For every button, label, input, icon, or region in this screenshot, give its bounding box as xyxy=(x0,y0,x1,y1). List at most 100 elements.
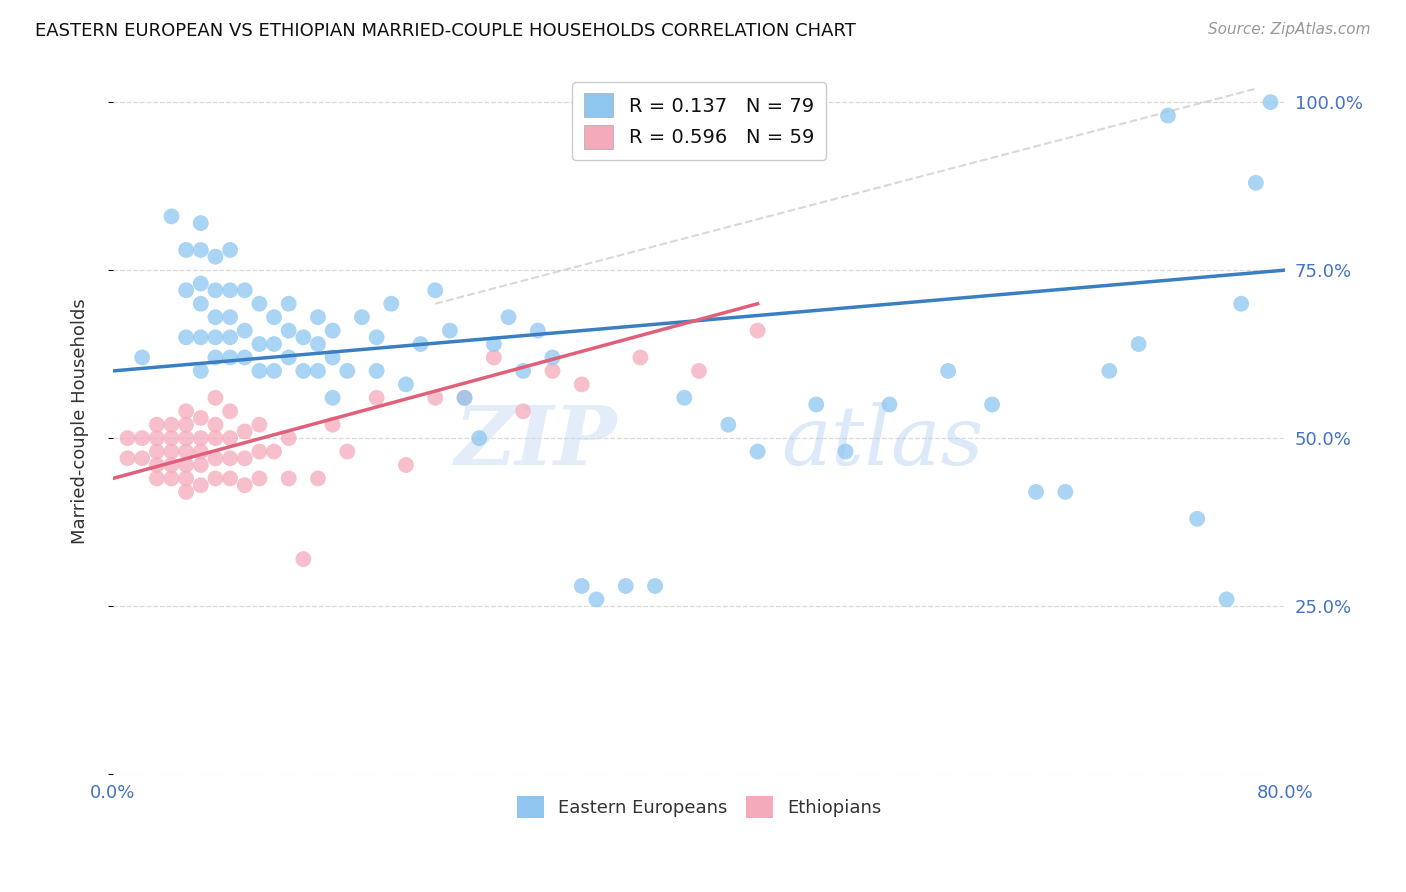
Point xyxy=(307,337,329,351)
Point xyxy=(146,431,169,445)
Point xyxy=(673,391,696,405)
Point xyxy=(1244,176,1267,190)
Point xyxy=(263,310,285,325)
Point xyxy=(190,431,212,445)
Point xyxy=(292,552,315,566)
Point xyxy=(527,324,550,338)
Point xyxy=(1187,512,1209,526)
Point xyxy=(190,411,212,425)
Point xyxy=(146,471,169,485)
Point xyxy=(219,351,242,365)
Point xyxy=(366,391,388,405)
Text: EASTERN EUROPEAN VS ETHIOPIAN MARRIED-COUPLE HOUSEHOLDS CORRELATION CHART: EASTERN EUROPEAN VS ETHIOPIAN MARRIED-CO… xyxy=(35,22,856,40)
Point xyxy=(160,458,183,472)
Point xyxy=(482,337,505,351)
Point xyxy=(219,451,242,466)
Y-axis label: Married-couple Households: Married-couple Households xyxy=(72,299,89,544)
Point xyxy=(482,351,505,365)
Point xyxy=(322,324,344,338)
Point xyxy=(204,330,226,344)
Point xyxy=(263,444,285,458)
Point xyxy=(204,250,226,264)
Point xyxy=(131,351,153,365)
Point xyxy=(322,417,344,432)
Point xyxy=(322,351,344,365)
Point xyxy=(160,210,183,224)
Point xyxy=(277,431,299,445)
Point xyxy=(219,404,242,418)
Point xyxy=(277,324,299,338)
Point xyxy=(498,310,520,325)
Point xyxy=(131,451,153,466)
Point xyxy=(174,417,197,432)
Point xyxy=(174,444,197,458)
Point xyxy=(439,324,461,338)
Point xyxy=(1260,95,1282,109)
Point xyxy=(425,391,447,405)
Point xyxy=(277,351,299,365)
Point xyxy=(1054,484,1077,499)
Point xyxy=(247,471,270,485)
Point xyxy=(174,283,197,297)
Point xyxy=(307,310,329,325)
Point xyxy=(233,351,256,365)
Point xyxy=(512,404,534,418)
Point xyxy=(117,451,139,466)
Point xyxy=(247,296,270,310)
Point xyxy=(190,458,212,472)
Point xyxy=(292,364,315,378)
Point xyxy=(204,310,226,325)
Point xyxy=(174,404,197,418)
Point xyxy=(174,471,197,485)
Point xyxy=(219,310,242,325)
Point xyxy=(644,579,666,593)
Point xyxy=(409,337,432,351)
Point xyxy=(190,296,212,310)
Point xyxy=(204,283,226,297)
Point xyxy=(131,431,153,445)
Point xyxy=(263,364,285,378)
Point xyxy=(233,478,256,492)
Point xyxy=(190,330,212,344)
Point xyxy=(146,417,169,432)
Legend: Eastern Europeans, Ethiopians: Eastern Europeans, Ethiopians xyxy=(509,789,889,825)
Point xyxy=(1215,592,1237,607)
Point xyxy=(512,364,534,378)
Point xyxy=(425,283,447,297)
Point xyxy=(233,283,256,297)
Point xyxy=(717,417,740,432)
Point xyxy=(204,391,226,405)
Point xyxy=(219,471,242,485)
Point xyxy=(1025,484,1047,499)
Point xyxy=(190,478,212,492)
Point xyxy=(541,351,564,365)
Point xyxy=(146,444,169,458)
Point xyxy=(204,351,226,365)
Point xyxy=(585,592,607,607)
Point xyxy=(395,458,418,472)
Text: atlas: atlas xyxy=(782,402,983,483)
Point xyxy=(204,431,226,445)
Point xyxy=(190,243,212,257)
Point xyxy=(219,283,242,297)
Point xyxy=(160,444,183,458)
Point xyxy=(366,364,388,378)
Point xyxy=(174,484,197,499)
Point xyxy=(395,377,418,392)
Point xyxy=(628,351,651,365)
Point xyxy=(160,431,183,445)
Point xyxy=(1128,337,1150,351)
Point xyxy=(747,444,769,458)
Point xyxy=(322,391,344,405)
Point xyxy=(219,243,242,257)
Point xyxy=(160,417,183,432)
Text: ZIP: ZIP xyxy=(454,402,617,483)
Point xyxy=(380,296,402,310)
Point xyxy=(247,417,270,432)
Point xyxy=(247,364,270,378)
Point xyxy=(233,425,256,439)
Point xyxy=(1157,109,1180,123)
Point xyxy=(453,391,475,405)
Point xyxy=(336,444,359,458)
Point xyxy=(806,398,828,412)
